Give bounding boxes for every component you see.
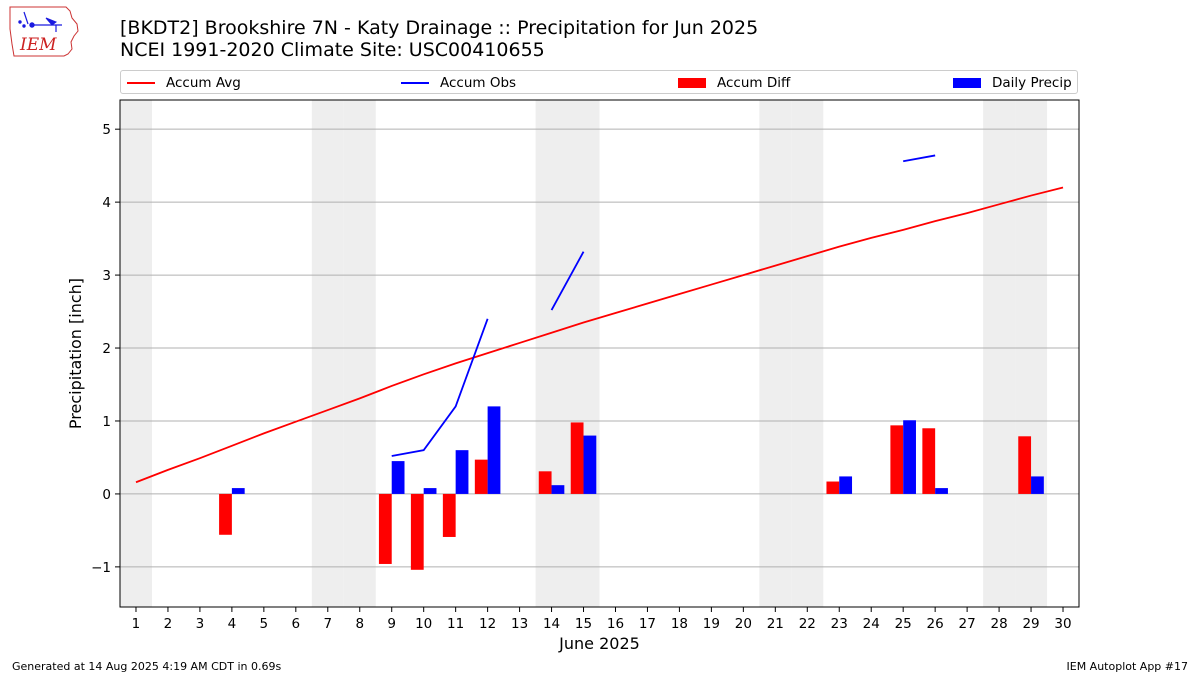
app-label: IEM Autoplot App #17	[1066, 660, 1189, 673]
daily-precip-bar	[839, 476, 853, 494]
accum-avg-line	[135, 186, 1064, 484]
generated-timestamp: Generated at 14 Aug 2025 4:19 AM CDT in …	[12, 660, 282, 673]
legend-item-accum-avg: Accum Avg	[127, 74, 241, 92]
y-tick-label: 1	[102, 414, 111, 430]
accum-diff-bar	[1018, 436, 1032, 494]
chart-title: [BKDT2] Brookshire 7N - Katy Drainage ::…	[120, 17, 759, 39]
logo-text: IEM	[19, 35, 57, 55]
daily-precip-bar	[423, 488, 437, 494]
weekend-shade	[759, 100, 792, 607]
x-tick-label: 28	[990, 616, 1007, 632]
x-tick-label: 21	[767, 616, 784, 632]
accum-obs-line	[391, 318, 489, 457]
weekend-shade	[791, 100, 824, 607]
accum-diff-bar	[570, 422, 584, 494]
daily-precip-bar	[551, 485, 565, 494]
legend-swatch-red-bar	[678, 78, 706, 88]
x-tick-label: 7	[323, 616, 332, 632]
x-tick-label: 16	[607, 616, 624, 632]
x-tick-label: 17	[639, 616, 656, 632]
x-tick-label: 18	[671, 616, 688, 632]
x-tick-label: 19	[703, 616, 720, 632]
accum-diff-bar	[474, 459, 488, 494]
y-tick-label: 0	[102, 487, 111, 503]
x-tick-label: 29	[1022, 616, 1039, 632]
legend: Accum Avg Accum Obs Accum Diff Daily Pre…	[120, 70, 1078, 94]
x-tick-label: 13	[511, 616, 528, 632]
daily-precip-bar	[231, 488, 245, 494]
accum-diff-bar	[410, 493, 424, 570]
accum-diff-bar	[538, 471, 552, 494]
x-tick-label: 9	[387, 616, 396, 632]
weather-station-icon	[18, 11, 62, 32]
accum-obs-line	[903, 154, 936, 163]
accum-diff-bar	[442, 493, 456, 537]
legend-item-accum-obs: Accum Obs	[401, 74, 516, 92]
chart-subtitle: NCEI 1991-2020 Climate Site: USC00410655	[120, 39, 545, 61]
weekend-shade	[120, 100, 152, 607]
iem-logo: IEM	[9, 6, 79, 57]
daily-precip-bar	[583, 435, 597, 494]
accum-diff-bar	[378, 493, 392, 564]
x-tick-label: 15	[575, 616, 592, 632]
weekend-shade	[311, 100, 344, 607]
legend-swatch-blue-line	[401, 82, 429, 84]
legend-swatch-red-line	[127, 82, 155, 84]
x-tick-label: 3	[196, 616, 205, 632]
x-tick-label: 5	[260, 616, 269, 632]
x-tick-label: 14	[543, 616, 560, 632]
x-tick-label: 11	[447, 616, 464, 632]
y-tick-label: 4	[102, 195, 111, 211]
daily-precip-bar	[903, 420, 916, 494]
legend-label: Accum Diff	[717, 75, 791, 91]
y-axis-label: Precipitation [inch]	[66, 278, 85, 429]
weekend-shade	[535, 100, 568, 607]
x-tick-label: 10	[415, 616, 432, 632]
legend-item-accum-diff: Accum Diff	[678, 74, 790, 92]
daily-precip-bar	[1031, 476, 1044, 494]
accum-diff-bar	[890, 425, 904, 494]
accum-diff-bar	[922, 428, 936, 494]
x-tick-label: 30	[1054, 616, 1071, 632]
weekend-shade	[983, 100, 1016, 607]
x-tick-label: 12	[479, 616, 496, 632]
x-tick-label: 25	[895, 616, 912, 632]
x-tick-label: 27	[959, 616, 976, 632]
weekend-shade	[567, 100, 600, 607]
y-tick-label: 5	[102, 122, 111, 138]
legend-label: Daily Precip	[992, 75, 1072, 91]
weekend-shade	[343, 100, 376, 607]
plot-frame	[119, 99, 1080, 608]
x-tick-label: 4	[228, 616, 237, 632]
legend-item-daily-precip: Daily Precip	[953, 74, 1072, 92]
x-axis-label: June 2025	[558, 634, 640, 653]
x-tick-label: 2	[164, 616, 173, 632]
x-tick-label: 8	[355, 616, 364, 632]
y-tick-label: 2	[102, 341, 111, 357]
x-tick-label: 22	[799, 616, 816, 632]
daily-precip-bar	[391, 461, 405, 494]
accum-diff-bar	[826, 481, 840, 494]
x-tick-label: 20	[735, 616, 752, 632]
y-tick-label: 3	[102, 268, 111, 284]
legend-label: Accum Obs	[440, 75, 517, 91]
x-tick-label: 26	[927, 616, 944, 632]
x-tick-label: 1	[132, 616, 141, 632]
legend-swatch-blue-bar	[953, 78, 981, 88]
daily-precip-bar	[455, 450, 469, 494]
daily-precip-bar	[935, 488, 948, 494]
daily-precip-bar	[487, 406, 501, 494]
weekend-shade	[1015, 100, 1048, 607]
accum-obs-line	[550, 251, 585, 311]
y-tick-label: −1	[91, 560, 111, 576]
x-tick-label: 6	[292, 616, 301, 632]
x-tick-label: 23	[831, 616, 848, 632]
legend-label: Accum Avg	[166, 75, 241, 91]
x-tick-label: 24	[863, 616, 880, 632]
accum-diff-bar	[219, 493, 232, 535]
